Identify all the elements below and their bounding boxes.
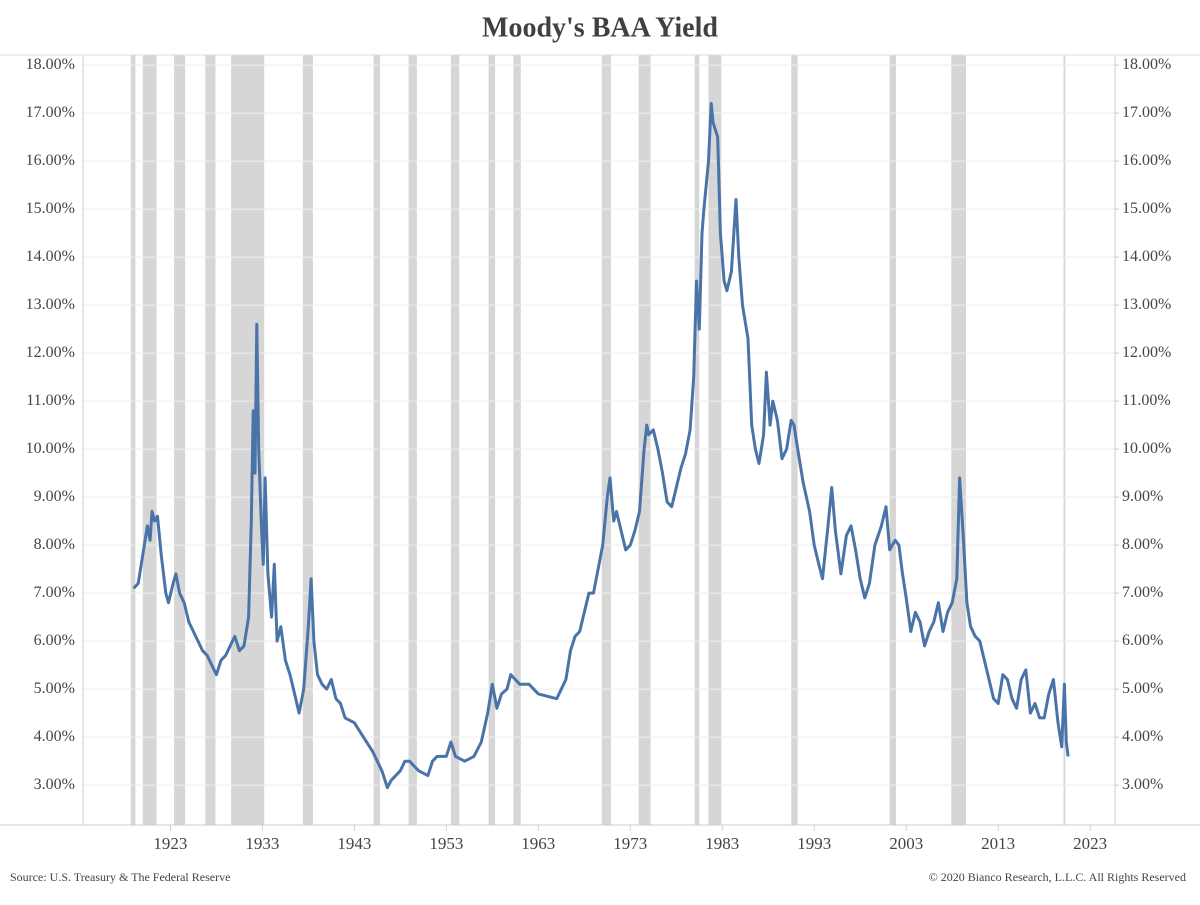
recession-band bbox=[373, 55, 381, 825]
y2-tick-label: 12.00% bbox=[1122, 344, 1171, 361]
source-note: Source: U.S. Treasury & The Federal Rese… bbox=[10, 870, 230, 884]
y2-tick-label: 18.00% bbox=[1122, 56, 1171, 73]
recession-band bbox=[889, 55, 897, 825]
recession-band bbox=[408, 55, 417, 825]
x-tick-label: 1993 bbox=[797, 834, 831, 853]
y-tick-label: 12.00% bbox=[26, 344, 75, 361]
y-tick-label: 4.00% bbox=[34, 728, 75, 745]
recession-band bbox=[601, 55, 611, 825]
y2-tick-label: 11.00% bbox=[1122, 392, 1171, 409]
recession-band bbox=[708, 55, 722, 825]
y-tick-label: 9.00% bbox=[34, 488, 75, 505]
recession-band bbox=[1063, 55, 1066, 825]
y-tick-label: 11.00% bbox=[26, 392, 75, 409]
y2-tick-label: 5.00% bbox=[1122, 680, 1163, 697]
x-tick-label: 1923 bbox=[153, 834, 187, 853]
y2-tick-label: 3.00% bbox=[1122, 776, 1163, 793]
x-tick-label: 2023 bbox=[1073, 834, 1107, 853]
x-tick-label: 1973 bbox=[613, 834, 647, 853]
recession-band bbox=[174, 55, 186, 825]
y2-tick-label: 9.00% bbox=[1122, 488, 1163, 505]
y-tick-label: 6.00% bbox=[34, 632, 75, 649]
y2-tick-label: 14.00% bbox=[1122, 248, 1171, 265]
y2-tick-label: 6.00% bbox=[1122, 632, 1163, 649]
yield-line bbox=[132, 102, 1070, 790]
y2-tick-label: 4.00% bbox=[1122, 728, 1163, 745]
recession-band bbox=[694, 55, 700, 825]
y-tick-label: 17.00% bbox=[26, 104, 75, 121]
recession-band bbox=[205, 55, 216, 825]
y2-tick-label: 13.00% bbox=[1122, 296, 1171, 313]
recession-band bbox=[513, 55, 521, 825]
x-tick-label: 2003 bbox=[889, 834, 923, 853]
y2-tick-label: 17.00% bbox=[1122, 104, 1171, 121]
y-tick-label: 5.00% bbox=[34, 680, 75, 697]
chart-title: Moody's BAA Yield bbox=[482, 12, 718, 43]
y2-tick-label: 16.00% bbox=[1122, 152, 1171, 169]
y-tick-label: 10.00% bbox=[26, 440, 75, 457]
recession-band bbox=[488, 55, 496, 825]
recession-band bbox=[951, 55, 966, 825]
recession-band bbox=[142, 55, 157, 825]
y2-tick-label: 10.00% bbox=[1122, 440, 1171, 457]
y2-tick-label: 7.00% bbox=[1122, 584, 1163, 601]
recession-band bbox=[450, 55, 460, 825]
x-tick-label: 1983 bbox=[705, 834, 739, 853]
y2-tick-label: 8.00% bbox=[1122, 536, 1163, 553]
copyright-note: © 2020 Bianco Research, L.L.C. All Right… bbox=[929, 870, 1186, 884]
y-tick-label: 8.00% bbox=[34, 536, 75, 553]
y2-tick-label: 15.00% bbox=[1122, 200, 1171, 217]
x-tick-label: 1953 bbox=[429, 834, 463, 853]
x-tick-label: 2013 bbox=[981, 834, 1015, 853]
y-tick-label: 7.00% bbox=[34, 584, 75, 601]
y-tick-label: 3.00% bbox=[34, 776, 75, 793]
y-tick-label: 18.00% bbox=[26, 56, 75, 73]
recession-band bbox=[791, 55, 798, 825]
recession-band bbox=[130, 55, 136, 825]
x-tick-label: 1943 bbox=[337, 834, 371, 853]
y-tick-label: 13.00% bbox=[26, 296, 75, 313]
recession-band bbox=[302, 55, 313, 825]
x-tick-label: 1963 bbox=[521, 834, 555, 853]
x-tick-label: 1933 bbox=[245, 834, 279, 853]
y-tick-label: 16.00% bbox=[26, 152, 75, 169]
y-tick-label: 14.00% bbox=[26, 248, 75, 265]
y-tick-label: 15.00% bbox=[26, 200, 75, 217]
